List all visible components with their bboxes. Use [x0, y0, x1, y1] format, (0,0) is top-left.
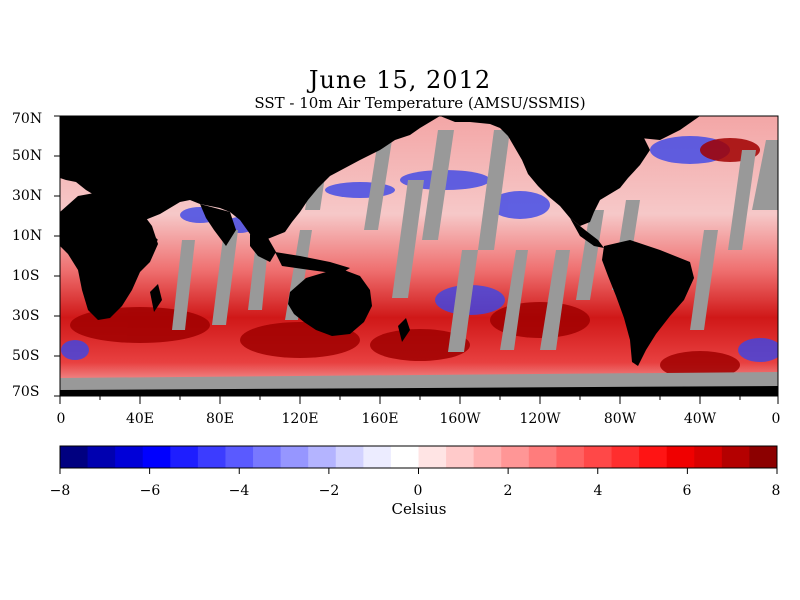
colorbar-swatch — [749, 446, 778, 468]
lon-label-120e: 120E — [281, 411, 319, 427]
lon-label-160w: 160W — [439, 411, 481, 427]
colorbar-swatch — [639, 446, 668, 468]
colorbar-swatch — [528, 446, 557, 468]
lat-label-30n: 30N — [12, 188, 43, 204]
colorbar-swatch — [473, 446, 502, 468]
southeast-asia — [250, 234, 276, 262]
colorbar-swatch — [60, 446, 89, 468]
colorbar-tick-label: −8 — [49, 483, 71, 499]
antarctica — [60, 386, 778, 396]
land-masses — [60, 116, 778, 396]
lat-label-50n: 50N — [12, 148, 43, 164]
colorbar-swatch — [280, 446, 309, 468]
colorbar-tick-label: 2 — [503, 483, 513, 499]
lon-label-40e: 40E — [125, 411, 155, 427]
colorbar-swatch — [253, 446, 282, 468]
lon-label-120w: 120W — [519, 411, 561, 427]
map-subtitle: SST - 10m Air Temperature (AMSU/SSMIS) — [254, 94, 586, 112]
lon-label-0-left: 0 — [56, 411, 66, 427]
colorbar-swatch — [694, 446, 723, 468]
colorbar-swatch — [556, 446, 585, 468]
colorbar-tick-label: −4 — [228, 483, 250, 499]
colorbar-tick-label: −6 — [139, 483, 161, 499]
colorbar-swatch — [446, 446, 475, 468]
colorbar-swatch — [87, 446, 116, 468]
lat-label-70s: 70S — [12, 384, 40, 400]
lat-label-10n: 10N — [12, 228, 43, 244]
south-america — [602, 240, 694, 366]
colorbar-tick-label: −2 — [318, 483, 340, 499]
central-america — [570, 218, 604, 248]
longitude-ticks — [59, 396, 779, 404]
colorbar-tick-label: 4 — [593, 483, 603, 499]
map-title: June 15, 2012 — [308, 66, 492, 94]
colorbar — [59, 445, 778, 474]
latitude-ticks — [54, 115, 60, 397]
colorbar-swatch — [308, 446, 337, 468]
lon-label-40w: 40W — [683, 411, 717, 427]
colorbar-swatch — [142, 446, 171, 468]
colorbar-swatch — [115, 446, 144, 468]
colorbar-swatch — [501, 446, 530, 468]
lat-label-30s: 30S — [12, 308, 40, 324]
colorbar-tick-label: 0 — [413, 483, 423, 499]
india — [200, 204, 236, 246]
colorbar-tick-label: 6 — [682, 483, 692, 499]
australia — [288, 270, 372, 336]
colorbar-swatch — [721, 446, 750, 468]
lon-label-160e: 160E — [361, 411, 399, 427]
lon-label-80w: 80W — [603, 411, 637, 427]
colorbar-swatch — [583, 446, 613, 468]
eurasia — [60, 116, 440, 240]
colorbar-swatch — [197, 446, 226, 468]
madagascar — [150, 284, 162, 312]
colorbar-swatch — [335, 446, 364, 468]
lon-label-0-right: 0 — [771, 411, 781, 427]
north-america — [440, 116, 650, 226]
colorbar-tick-label: 8 — [771, 483, 781, 499]
colorbar-swatch — [363, 446, 392, 468]
colorbar-swatch — [225, 446, 254, 468]
lon-label-80e: 80E — [205, 411, 235, 427]
colorbar-swatch — [390, 446, 419, 468]
colorbar-units: Celsius — [391, 500, 447, 518]
map-frame — [59, 115, 779, 397]
africa — [60, 192, 158, 320]
colorbar-swatch — [666, 446, 695, 468]
colorbar-swatch — [611, 446, 640, 468]
colorbar-swatch — [418, 446, 447, 468]
lat-label-50s: 50S — [12, 348, 40, 364]
new-zealand — [398, 318, 410, 342]
lat-label-70n: 70N — [12, 111, 43, 127]
colorbar-swatch — [170, 446, 199, 468]
lat-label-10s: 10S — [12, 268, 40, 284]
